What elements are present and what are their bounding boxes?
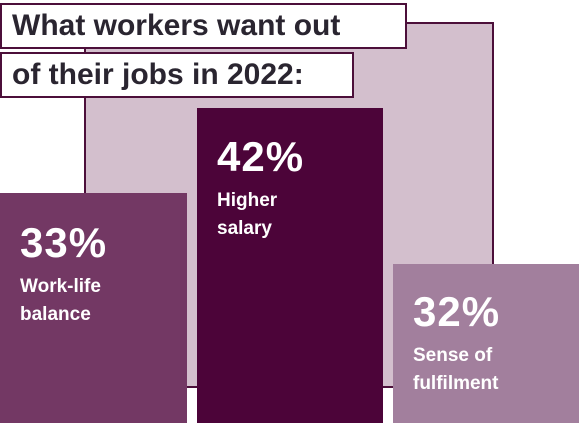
bar-value-label: 33% <box>20 219 108 266</box>
bar-higher-salary: 42% Higher salary <box>197 108 383 423</box>
bar-work-life-balance: 33% Work-life balance <box>0 193 187 423</box>
chart-title-line-2: of their jobs in 2022: <box>0 52 354 98</box>
bar-sense-of-fulfilment: 32% Sense of fulfilment <box>393 264 579 423</box>
bar-category-label: Sense of fulfilment <box>413 345 499 394</box>
bar-value-label: 42% <box>217 133 305 180</box>
bar-category-label: Work-life balance <box>20 276 101 325</box>
bar-category-label: Higher salary <box>217 190 278 239</box>
bar-value-label: 32% <box>413 288 501 335</box>
chart-title-line-1: What workers want out <box>0 3 407 49</box>
